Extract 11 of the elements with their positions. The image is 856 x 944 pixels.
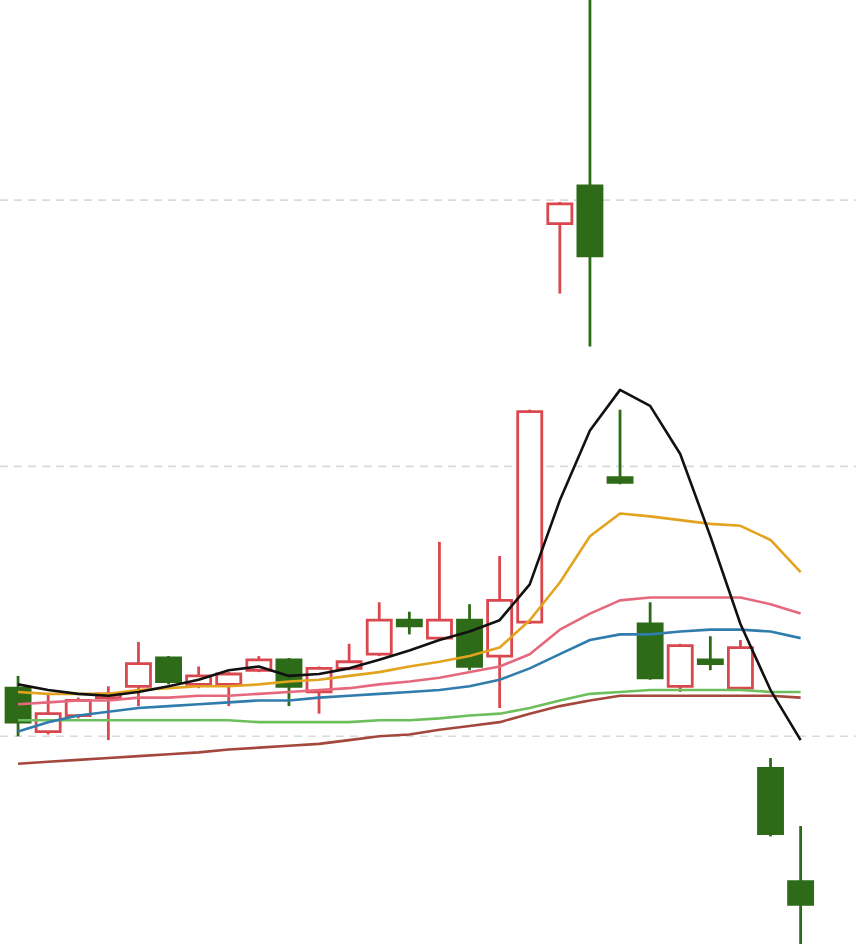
candlestick [125,640,152,708]
candlestick [696,634,724,672]
candlestick [365,600,393,658]
candlestick [155,654,182,686]
candlestick [666,642,694,694]
candlestick [426,540,453,642]
candlestick [546,200,574,295]
candlestick [606,408,634,486]
candlestick [395,610,423,636]
candlestick [787,824,815,944]
candlestick [726,638,754,692]
